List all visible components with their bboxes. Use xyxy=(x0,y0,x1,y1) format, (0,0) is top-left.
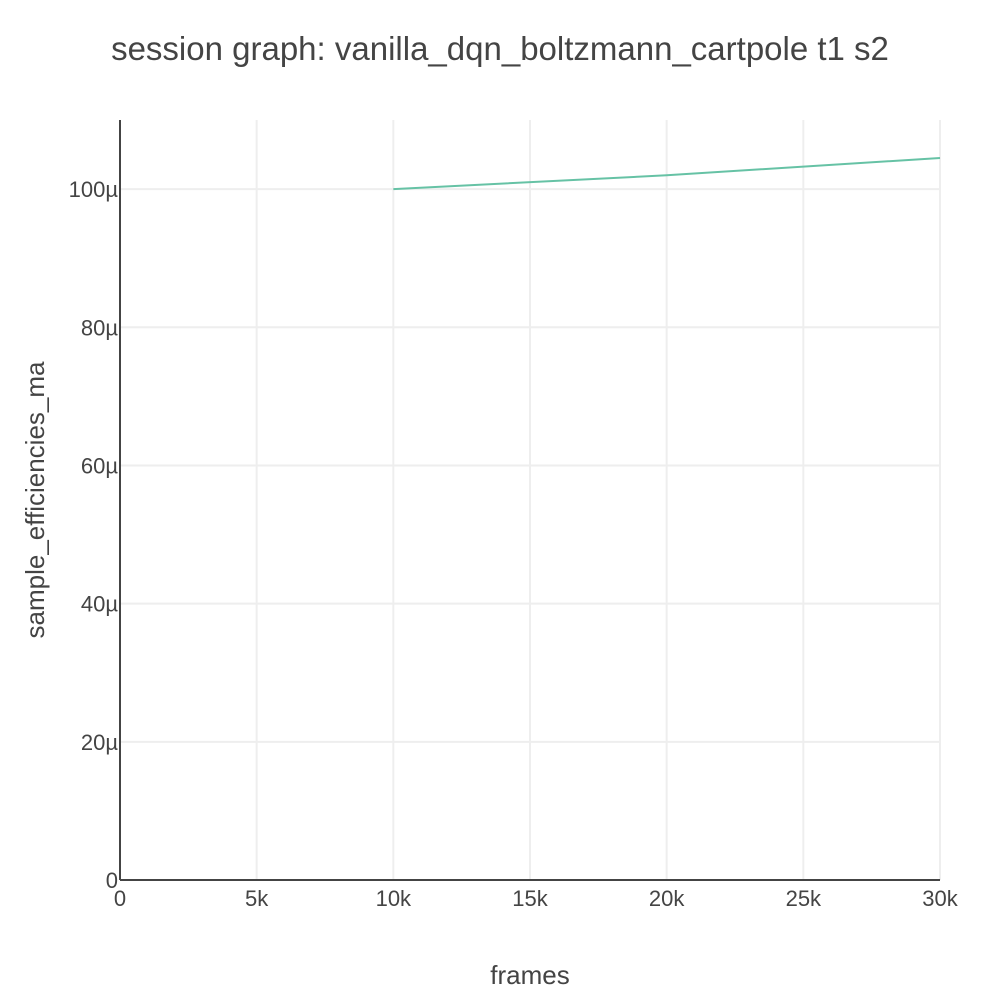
x-tick-label: 15k xyxy=(512,886,548,911)
y-tick-label: 60µ xyxy=(81,453,118,478)
x-tick-label: 5k xyxy=(245,886,269,911)
y-tick-label: 20µ xyxy=(81,730,118,755)
series-line xyxy=(393,157,941,191)
x-axis-label: frames xyxy=(490,960,569,990)
x-tick-label: 30k xyxy=(922,886,958,911)
y-tick-label: 0 xyxy=(106,868,118,893)
y-tick-label: 40µ xyxy=(81,592,118,617)
tick-labels: 0 5k 10k 15k 20k 25k 30k 0 20µ 40µ 60µ 80µ 100µ xyxy=(69,177,959,911)
y-tick-label: 100µ xyxy=(69,177,119,202)
x-tick-label: 10k xyxy=(376,886,412,911)
x-tick-label: 0 xyxy=(114,886,126,911)
chart-title: session graph: vanilla_dqn_boltzmann_car… xyxy=(111,30,889,67)
y-axis-label: sample_efficiencies_ma xyxy=(20,361,50,639)
series-layer xyxy=(393,157,941,191)
x-tick-label: 20k xyxy=(649,886,685,911)
x-tick-label: 25k xyxy=(786,886,822,911)
axes xyxy=(119,120,940,881)
y-tick-label: 80µ xyxy=(81,315,118,340)
grid xyxy=(120,120,941,880)
